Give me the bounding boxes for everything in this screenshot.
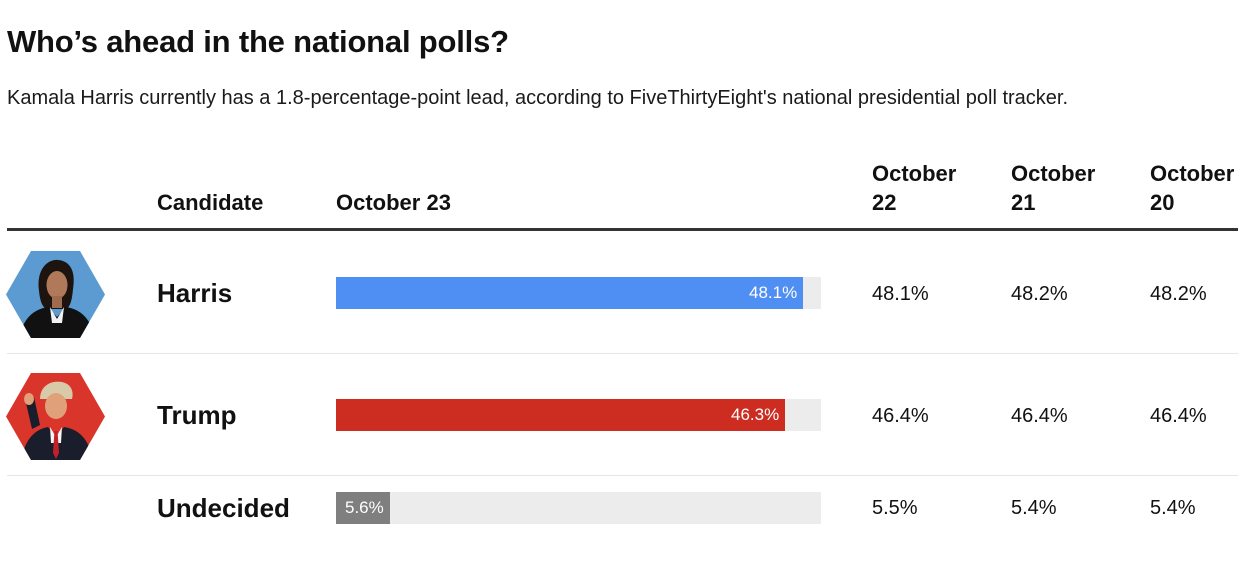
trump-october-22: 46.4% [872,405,929,427]
trump-october-20: 46.4% [1150,405,1207,427]
candidate-name-undecided: Undecided [157,493,290,523]
candidate-name-trump: Trump [157,400,237,430]
header-october-21: October 21 [1011,161,1096,215]
header-october-20: October 20 [1150,161,1235,215]
chart-subtitle: Kamala Harris currently has a 1.8-percen… [7,87,1069,109]
header-candidate: Candidate [157,190,264,215]
bar-track-undecided: 5.6% [336,492,821,524]
bar-label-trump: 46.3% [731,405,780,424]
bar-track-harris: 48.1% [336,277,821,309]
row-divider [7,353,1238,354]
harris-october-22: 48.1% [872,283,929,305]
undecided-october-20: 5.4% [1150,497,1196,519]
trump-portrait-icon [6,373,105,460]
chart-title: Who’s ahead in the national polls? [7,24,509,59]
bar-track-trump: 46.3% [336,399,821,431]
harris-october-20: 48.2% [1150,283,1207,305]
header-october-22: October 22 [872,161,957,215]
header-october-23: October 23 [336,190,451,215]
bar-harris [336,277,803,309]
bar-label-harris: 48.1% [749,283,798,302]
header-divider [7,228,1238,231]
undecided-october-21: 5.4% [1011,497,1057,519]
trump-october-21: 46.4% [1011,405,1068,427]
bar-trump [336,399,785,431]
bar-label-undecided: 5.6% [345,498,384,517]
harris-portrait-icon [6,251,105,338]
harris-october-21: 48.2% [1011,283,1068,305]
row-divider [7,475,1238,476]
candidate-name-harris: Harris [157,278,233,308]
bar-undecided [336,492,390,524]
undecided-october-22: 5.5% [872,497,918,519]
